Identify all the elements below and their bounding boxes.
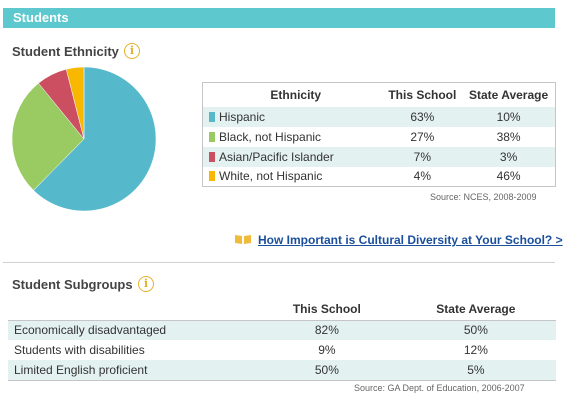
table-row: Asian/Pacific Islander 7% 3% [202, 146, 556, 167]
pie-slice-hispanic [33, 66, 157, 212]
row-label: Hispanic [202, 106, 383, 127]
section-header: Students [3, 8, 555, 28]
legend-swatch [209, 171, 215, 182]
this-school-value: 50% [258, 360, 396, 381]
subgroups-table: This School State Average Economically d… [8, 298, 556, 381]
ethnicity-source: Source: NCES, 2008-2009 [430, 192, 537, 202]
section-title: Students [13, 10, 69, 25]
info-icon[interactable]: i [138, 276, 154, 292]
section-divider [3, 262, 555, 263]
table-row: Hispanic 63% 10% [202, 106, 556, 127]
cultural-diversity-link-text[interactable]: How Important is Cultural Diversity at Y… [258, 233, 563, 247]
row-label-text: Black, not Hispanic [219, 129, 322, 144]
column-header-state-average: State Average [462, 82, 556, 107]
cultural-diversity-link[interactable]: How Important is Cultural Diversity at Y… [234, 233, 563, 247]
this-school-value: 27% [410, 129, 435, 144]
table-row: White, not Hispanic 4% 46% [202, 166, 556, 187]
state-average-value: 12% [463, 343, 488, 357]
this-school-value: 4% [382, 166, 463, 187]
state-average-value: 3% [462, 146, 556, 167]
info-icon[interactable]: i [124, 43, 140, 59]
row-label-text: Asian/Pacific Islander [219, 149, 334, 164]
column-header-subgroup [8, 298, 258, 321]
column-header-this-school: This School [258, 298, 396, 321]
ethnicity-title: Student Ethnicity [12, 44, 119, 59]
row-label-text: Hispanic [219, 109, 266, 124]
state-average-value: 46% [462, 166, 556, 187]
this-school-value: 9% [318, 343, 336, 357]
this-school-value: 7% [382, 146, 463, 167]
row-label: White, not Hispanic [202, 166, 383, 187]
legend-swatch [209, 151, 215, 162]
state-average-value: 10% [462, 106, 556, 127]
table-row: Black, not Hispanic 27% 38% [203, 127, 556, 147]
row-label: Black, not Hispanic [203, 127, 383, 147]
this-school-value: 82% [258, 320, 396, 340]
row-label-text: White, not Hispanic [219, 169, 323, 184]
legend-swatch [209, 111, 215, 122]
this-school-value: 63% [382, 106, 463, 127]
row-label: Limited English proficient [8, 360, 258, 381]
row-label: Students with disabilities [14, 343, 145, 357]
row-label: Economically disadvantaged [8, 320, 258, 340]
subgroups-title: Student Subgroups [12, 277, 133, 292]
column-header-ethnicity: Ethnicity [202, 82, 383, 107]
ethnicity-pie-chart [11, 66, 157, 212]
subgroups-source: Source: GA Dept. of Education, 2006-2007 [354, 383, 525, 393]
state-average-value: 38% [496, 129, 521, 144]
table-row: Students with disabilities 9% 12% [8, 340, 556, 360]
table-row: Limited English proficient 50% 5% [8, 360, 556, 381]
column-header-state-average: State Average [395, 298, 556, 321]
table-row: Economically disadvantaged 82% 50% [8, 320, 556, 340]
state-average-value: 50% [395, 320, 556, 340]
pie-slice-white-not-hispanic [65, 66, 85, 140]
state-average-value: 5% [395, 360, 556, 381]
book-icon [235, 235, 251, 244]
legend-swatch [209, 131, 215, 142]
pie-slice-black-not-hispanic [11, 82, 85, 191]
ethnicity-table: Ethnicity This School State Average Hisp… [202, 82, 556, 187]
column-header-this-school: This School [382, 82, 463, 107]
row-label: Asian/Pacific Islander [202, 146, 383, 167]
